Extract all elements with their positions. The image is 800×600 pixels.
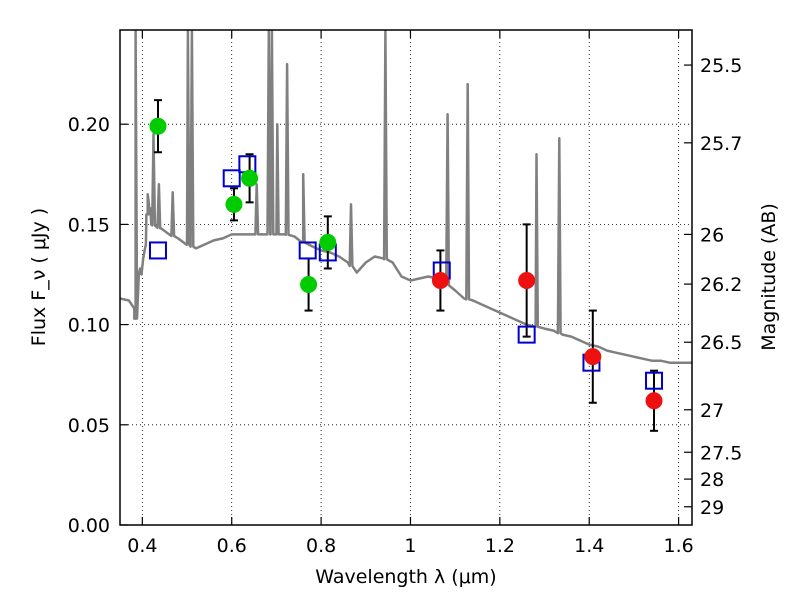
magnitude-tick-label: 27.5 bbox=[700, 442, 742, 464]
y-tick-label: 0.00 bbox=[68, 515, 110, 537]
observed-flux-point bbox=[149, 117, 167, 135]
y-tick-label: 0.20 bbox=[68, 114, 110, 136]
observed-flux-point bbox=[518, 272, 536, 290]
x-tick-label: 1.6 bbox=[663, 535, 693, 557]
plot-content bbox=[120, 30, 692, 432]
model-photometry-square bbox=[298, 241, 317, 260]
magnitude-tick-label: 26.5 bbox=[700, 332, 742, 354]
model-photometry-square bbox=[517, 325, 536, 344]
x-tick-label: 0.6 bbox=[217, 535, 247, 557]
x-tick-label: 1.4 bbox=[574, 535, 604, 557]
observed-flux-point bbox=[431, 272, 449, 290]
observed-flux-point bbox=[645, 392, 663, 410]
observed-flux-point bbox=[584, 348, 602, 366]
magnitude-tick-label: 26.2 bbox=[700, 274, 742, 296]
grid-lines bbox=[120, 30, 692, 525]
observed-flux-point bbox=[319, 233, 337, 251]
x-tick-label: 0.8 bbox=[306, 535, 336, 557]
y-tick-label: 0.15 bbox=[68, 214, 110, 236]
y-axis-left: 0.00 0.05 0.10 0.15 0.20 bbox=[68, 114, 128, 537]
magnitude-tick-label: 27 bbox=[700, 400, 724, 422]
x-axis: 0.4 0.6 0.8 1 1.2 1.4 1.6 bbox=[127, 30, 694, 557]
y-axis-right-title: Magnitude (AB) bbox=[758, 203, 780, 351]
observed-flux-point bbox=[241, 169, 259, 187]
observed-flux-point bbox=[225, 195, 243, 213]
model-spectrum-line bbox=[120, 30, 692, 364]
y-axis-right: 25.5 25.7 26 26.2 26.5 27 27.5 28 29 bbox=[684, 55, 742, 519]
magnitude-tick-label: 26 bbox=[700, 224, 724, 246]
x-tick-label: 1.2 bbox=[485, 535, 515, 557]
model-photometry-square bbox=[148, 241, 167, 260]
plot-frame bbox=[119, 29, 693, 526]
x-axis-title: Wavelength λ (μm) bbox=[315, 566, 496, 588]
magnitude-tick-label: 25.7 bbox=[700, 133, 742, 155]
y-tick-label: 0.10 bbox=[68, 315, 110, 337]
observed-flux-point bbox=[300, 276, 318, 294]
magnitude-tick-label: 25.5 bbox=[700, 55, 742, 77]
y-tick-label: 0.05 bbox=[68, 415, 110, 437]
x-tick-label: 0.4 bbox=[127, 535, 157, 557]
magnitude-tick-label: 29 bbox=[700, 497, 724, 519]
model-photometry-square bbox=[645, 371, 664, 390]
x-tick-label: 1 bbox=[404, 535, 416, 557]
model-photometry-square bbox=[222, 169, 241, 188]
magnitude-tick-label: 28 bbox=[700, 469, 724, 491]
y-axis-left-title: Flux F_ν ( μJy ) bbox=[28, 208, 50, 346]
